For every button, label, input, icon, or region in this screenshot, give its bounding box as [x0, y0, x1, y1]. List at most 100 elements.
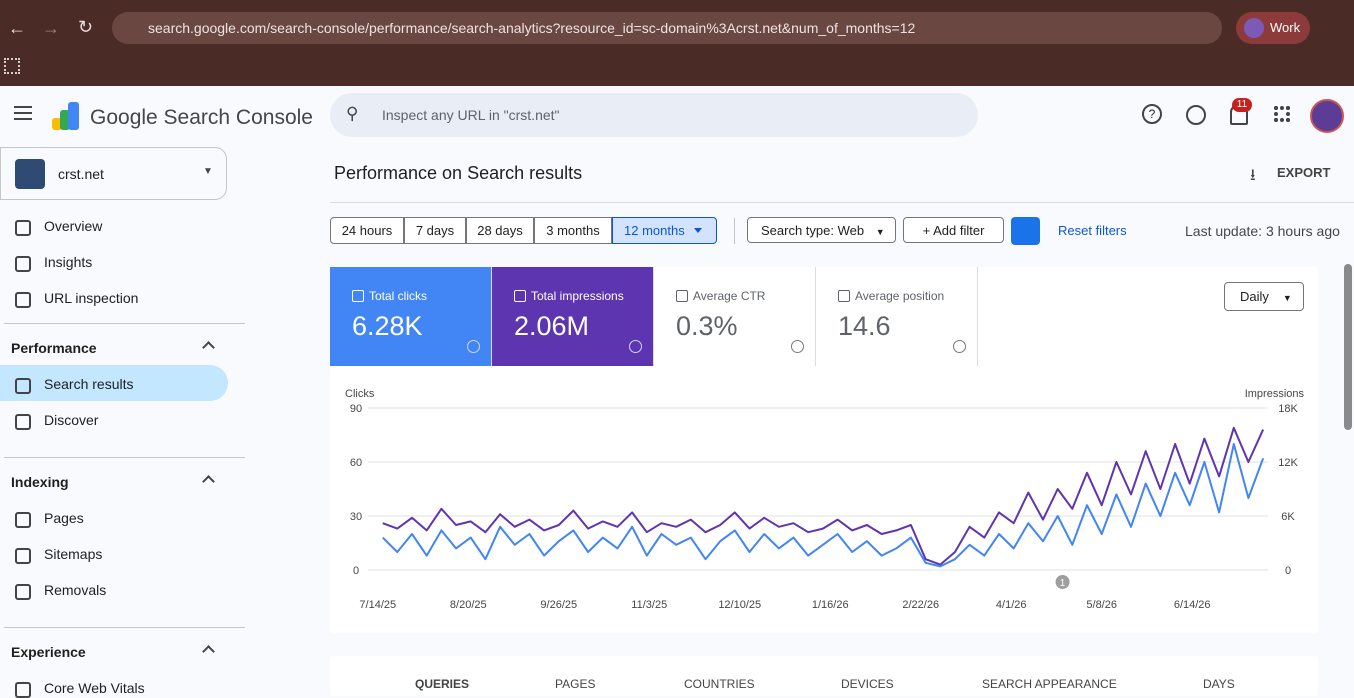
- metric-card[interactable]: Total clicks 6.28K: [330, 267, 492, 366]
- nav-item[interactable]: Search results: [44, 376, 134, 392]
- tab[interactable]: SEARCH APPEARANCE: [982, 677, 1117, 691]
- nav-item[interactable]: Overview: [44, 218, 103, 234]
- dropdown: ▼: [203, 166, 213, 177]
- nav-icon: [15, 584, 31, 600]
- y-tick-label: 90: [350, 403, 362, 415]
- metric-card[interactable]: Average position 14.6: [816, 267, 978, 366]
- divider: [4, 457, 245, 458]
- y-tick-label: 0: [353, 565, 359, 577]
- search-type-label: Search type: Web: [761, 223, 865, 238]
- nav-item[interactable]: URL inspection: [44, 290, 139, 306]
- tab[interactable]: QUERIES: [415, 677, 470, 691]
- series-line: [381, 443, 1265, 568]
- range-button[interactable]: 28 days: [466, 217, 534, 244]
- users[interactable]: [1186, 105, 1206, 125]
- placeholder: Inspect any URL in "crst.net": [382, 107, 560, 123]
- url: search.google.com/search-console/perform…: [148, 20, 916, 36]
- metric-label: Average position: [855, 289, 945, 303]
- range-button[interactable]: 7 days: [404, 217, 466, 244]
- logo: [52, 102, 79, 130]
- download-icon: ⭳: [1250, 167, 1256, 184]
- nav-item[interactable]: Insights: [44, 254, 93, 270]
- metric-card[interactable]: Average CTR 0.3%: [654, 267, 816, 366]
- product: Google Search Console: [90, 106, 313, 129]
- nav-item[interactable]: Core Web Vitals: [44, 680, 145, 696]
- notification-count: 11: [1232, 98, 1252, 112]
- tab[interactable]: DAYS: [1203, 677, 1235, 691]
- section-title[interactable]: Experience: [11, 644, 86, 660]
- nav-item[interactable]: Discover: [44, 412, 99, 428]
- nav-selected: [0, 365, 228, 401]
- search-type[interactable]: Search type: Web ▼: [747, 217, 896, 243]
- help[interactable]: ?: [1142, 104, 1162, 124]
- checkbox: [514, 290, 526, 302]
- y-tick-label: 30: [350, 511, 362, 523]
- nav-icon: [15, 292, 31, 308]
- tab[interactable]: PAGES: [555, 677, 596, 691]
- x-tick-label: 11/3/25: [631, 599, 667, 611]
- back[interactable]: ←: [8, 18, 26, 38]
- property-selector[interactable]: crst.net ▼: [0, 147, 227, 200]
- x-tick-label: 5/8/26: [1086, 599, 1117, 611]
- divider: [4, 627, 245, 628]
- nav-icon: [15, 378, 31, 394]
- filter-icon[interactable]: [1011, 217, 1040, 245]
- apps[interactable]: [4, 58, 20, 74]
- scrollbar[interactable]: [1344, 264, 1352, 430]
- granularity-label: Daily: [1240, 289, 1269, 304]
- y2-tick-label: 12K: [1278, 457, 1298, 469]
- x-tick-label: 4/1/26: [996, 599, 1027, 611]
- info-icon: [953, 340, 966, 353]
- section-title[interactable]: Indexing: [11, 474, 69, 490]
- search-icon: ⚲: [346, 104, 359, 123]
- export[interactable]: EXPORT: [1277, 165, 1331, 180]
- separator: [734, 218, 735, 244]
- x-tick-label: 12/10/25: [718, 599, 761, 611]
- granularity[interactable]: Daily ▼: [1224, 282, 1304, 311]
- metric-card[interactable]: Total impressions 2.06M: [492, 267, 654, 366]
- section-title[interactable]: Performance: [11, 340, 97, 356]
- menu[interactable]: [14, 106, 32, 120]
- reset-filters[interactable]: Reset filters: [1058, 223, 1127, 238]
- profile-name: Work: [1270, 20, 1301, 35]
- metric-value: 6.28K: [352, 311, 423, 341]
- series-line: [382, 426, 1265, 566]
- menu-bar: [14, 112, 32, 114]
- page-title: Performance on Search results: [334, 163, 583, 183]
- browser-chrome: ← → ↻ search.google.com/search-console/p…: [0, 0, 1354, 86]
- x-tick-label: 8/20/25: [450, 599, 487, 611]
- tab[interactable]: DEVICES: [841, 677, 894, 691]
- nav-item[interactable]: Removals: [44, 582, 107, 598]
- reload[interactable]: ↻: [78, 17, 94, 37]
- nav-icon: [15, 220, 31, 236]
- y2-tick-label: 6K: [1281, 511, 1295, 523]
- account[interactable]: [1310, 99, 1344, 133]
- tabs-card: [330, 656, 1318, 696]
- checkbox: [676, 290, 688, 302]
- apps-grid[interactable]: [1274, 106, 1290, 122]
- add-filter[interactable]: + Add filter: [903, 217, 1004, 243]
- x-tick-label: 9/26/25: [540, 599, 577, 611]
- nav-item[interactable]: Pages: [44, 510, 84, 526]
- x-tick-label: 2/22/26: [902, 599, 939, 611]
- address-bar[interactable]: search.google.com/search-console/perform…: [112, 12, 1222, 44]
- avatar: [1244, 18, 1264, 38]
- nav-item[interactable]: Sitemaps: [44, 546, 103, 562]
- property: crst.net: [58, 166, 104, 182]
- divider: [4, 323, 245, 324]
- url-inspect[interactable]: ⚲ Inspect any URL in "crst.net": [330, 93, 978, 137]
- range-button[interactable]: 24 hours: [330, 217, 404, 244]
- forward[interactable]: →: [42, 18, 60, 38]
- metric-label: Total impressions: [531, 289, 624, 303]
- metric-label: Average CTR: [693, 289, 766, 303]
- metric-value: 2.06M: [514, 311, 590, 341]
- nav-icon: [15, 512, 31, 528]
- info-icon: [791, 340, 804, 353]
- dropdown: [694, 228, 702, 237]
- range-button[interactable]: 3 months: [534, 217, 612, 244]
- tab[interactable]: COUNTRIES: [684, 677, 755, 691]
- divider: [330, 202, 1354, 203]
- x-tick-label: 1/16/26: [812, 599, 849, 611]
